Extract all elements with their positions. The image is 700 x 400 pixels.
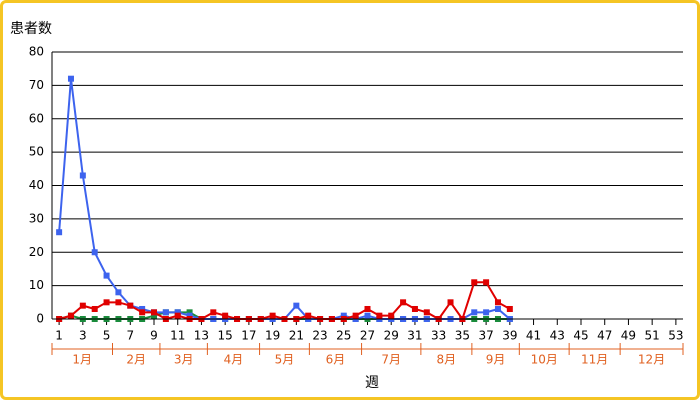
month-label: 3月: [174, 353, 194, 367]
point: [494, 299, 501, 306]
point: [127, 302, 134, 309]
point: [483, 279, 490, 286]
x-tick-label: 41: [526, 329, 541, 343]
y-tick-label: 20: [29, 245, 44, 259]
point: [364, 312, 371, 319]
point: [471, 279, 478, 286]
x-tick-label: 33: [431, 329, 446, 343]
month-label: 8月: [437, 353, 457, 367]
x-tick-label: 31: [407, 329, 422, 343]
y-tick-label: 10: [29, 278, 44, 292]
x-tick-label: 27: [360, 329, 375, 343]
x-tick-label: 1: [55, 329, 63, 343]
point: [423, 309, 430, 316]
point: [269, 312, 276, 319]
x-tick-label: 35: [455, 329, 470, 343]
point: [115, 299, 122, 306]
x-tick-label: 53: [668, 329, 683, 343]
y-tick-label: 80: [29, 45, 44, 59]
point: [151, 312, 158, 319]
y-tick-label: 0: [36, 312, 44, 326]
x-tick-label: 15: [218, 329, 233, 343]
point: [115, 289, 122, 296]
point: [340, 312, 347, 319]
point: [186, 312, 193, 319]
point: [210, 309, 217, 316]
point: [222, 312, 229, 319]
y-tick-label: 60: [29, 111, 44, 125]
x-tick-label: 45: [573, 329, 588, 343]
point: [79, 302, 86, 309]
point: [67, 75, 74, 82]
month-label: 2月: [126, 353, 146, 367]
point: [103, 272, 110, 279]
point: [91, 305, 98, 312]
point: [364, 305, 371, 312]
point: [305, 312, 312, 319]
x-tick-label: 43: [550, 329, 565, 343]
point: [293, 302, 300, 309]
month-label: 9月: [486, 353, 506, 367]
x-tick-label: 13: [194, 329, 209, 343]
point: [388, 312, 395, 319]
point: [400, 299, 407, 306]
month-label: 11月: [581, 353, 608, 367]
x-tick-label: 37: [478, 329, 493, 343]
x-tick-label: 47: [597, 329, 612, 343]
x-tick-label: 7: [126, 329, 134, 343]
point: [139, 305, 146, 312]
x-tick-label: 17: [241, 329, 256, 343]
y-tick-label: 50: [29, 145, 44, 159]
point: [162, 309, 169, 316]
y-tick-label: 30: [29, 211, 44, 225]
x-tick-label: 51: [645, 329, 660, 343]
x-tick-label: 9: [150, 329, 158, 343]
y-tick-label: 40: [29, 178, 44, 192]
point: [411, 305, 418, 312]
series-line: [58, 78, 511, 321]
point: [103, 299, 110, 306]
month-label: 4月: [224, 353, 244, 367]
month-label: 5月: [275, 353, 295, 367]
point: [352, 312, 359, 319]
point: [174, 309, 181, 316]
point: [174, 312, 181, 319]
point: [483, 309, 490, 316]
x-tick-label: 25: [336, 329, 351, 343]
x-tick-label: 29: [384, 329, 399, 343]
point: [494, 305, 501, 312]
point: [471, 309, 478, 316]
x-tick-label: 19: [265, 329, 280, 343]
month-label: 10月: [531, 353, 558, 367]
x-tick-label: 3: [79, 329, 87, 343]
point: [186, 309, 193, 316]
point: [447, 299, 454, 306]
x-tick-label: 23: [312, 329, 327, 343]
x-tick-label: 39: [502, 329, 517, 343]
x-tick-label: 49: [621, 329, 636, 343]
x-tick-label: 11: [170, 329, 185, 343]
point: [56, 229, 63, 236]
point: [91, 249, 98, 256]
point: [79, 172, 86, 179]
y-axis-title: 患者数: [10, 21, 52, 37]
month-label: 12月: [638, 353, 665, 367]
point: [151, 309, 158, 316]
x-tick-label: 21: [289, 329, 304, 343]
x-tick-label: 5: [103, 329, 111, 343]
point: [506, 305, 513, 312]
point: [376, 312, 383, 319]
y-tick-label: 70: [29, 78, 44, 92]
x-axis-title: 週: [365, 375, 379, 391]
month-label: 7月: [381, 353, 401, 367]
month-label: 6月: [326, 353, 346, 367]
point: [67, 312, 74, 319]
point: [139, 309, 146, 316]
month-label: 1月: [72, 353, 92, 367]
